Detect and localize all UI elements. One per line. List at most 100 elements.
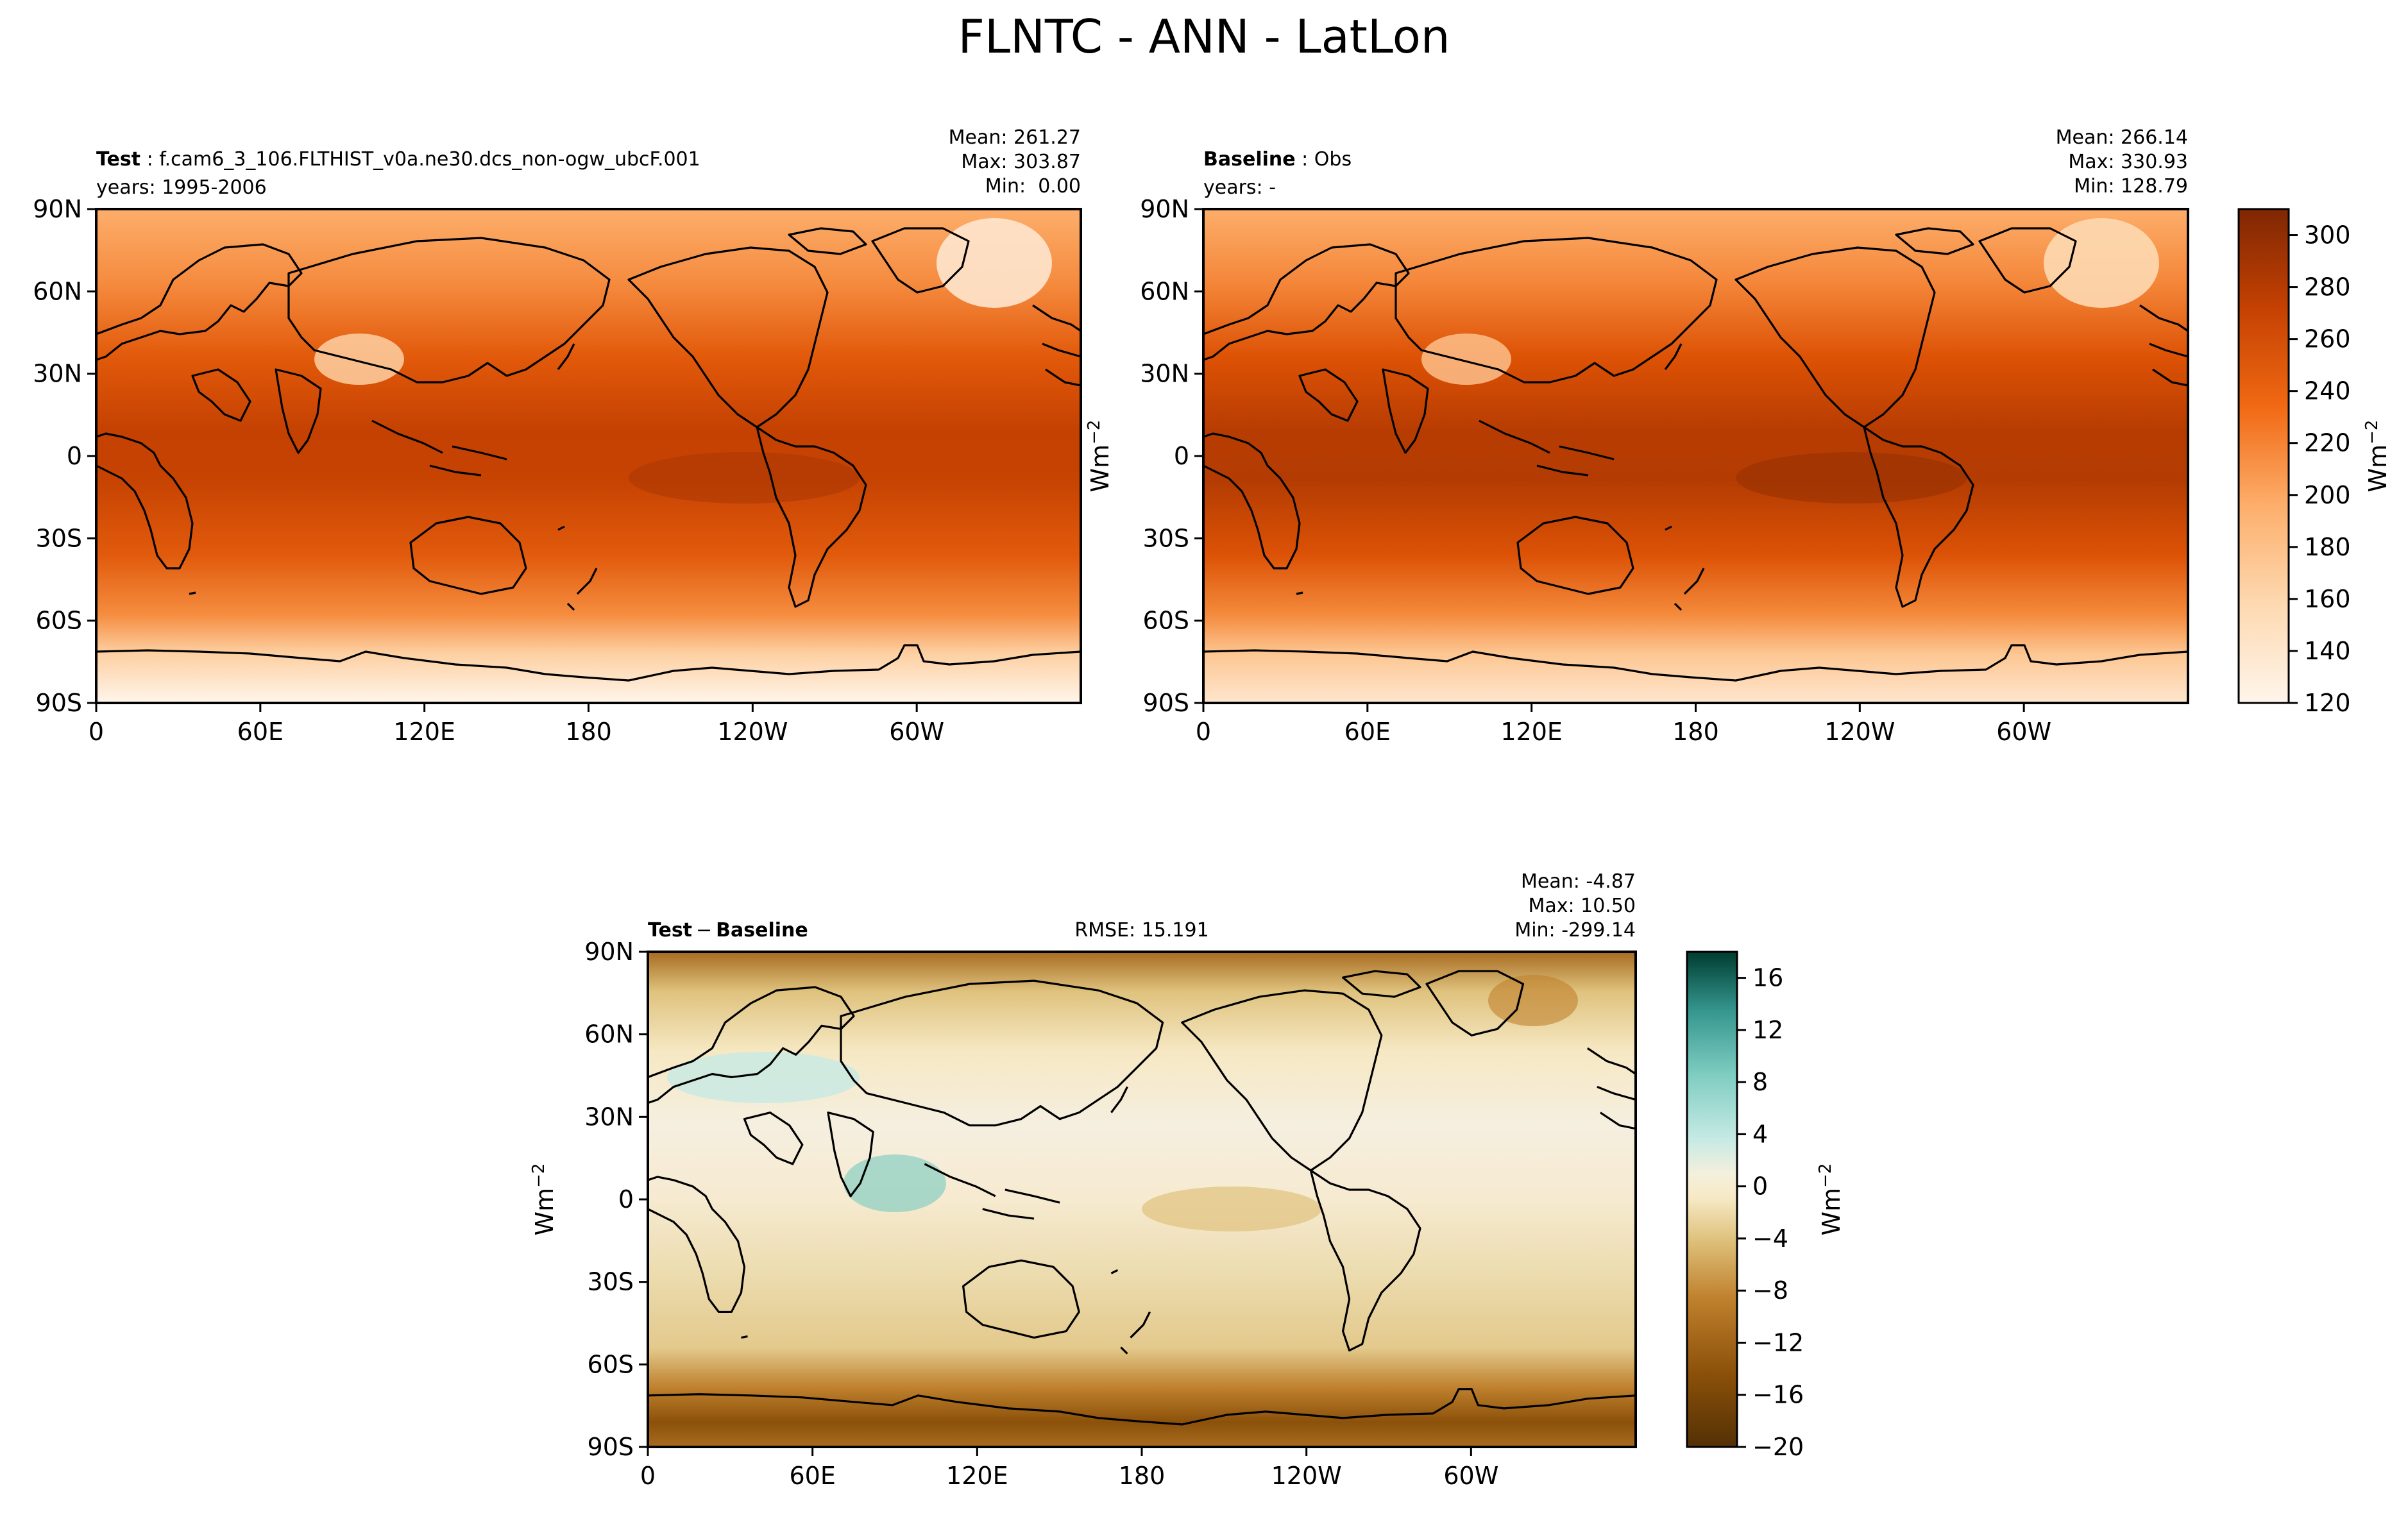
test-ytick-label: 30S: [36, 524, 82, 552]
diff-eurasia-feature: [667, 1052, 860, 1103]
panel-test: Test : f.cam6_3_106.FLTHIST_v0a.ne30.dcs…: [33, 126, 1082, 746]
diff-ytick-label: 0: [618, 1185, 634, 1213]
baseline-ytick-label: 60N: [1140, 277, 1189, 305]
baseline-axis-ticks: 0 60E 120E 180 120W 60W 90N 60N 30N 0 30S 60S 90S: [1140, 195, 2051, 746]
diff-stat-min: Min: -299.14: [1514, 919, 1636, 942]
baseline-xtick-label: 60E: [1344, 718, 1391, 746]
diff-ytick-label: 60S: [588, 1350, 634, 1378]
diff-ytick-label: 30S: [588, 1268, 634, 1296]
diff-ytick-label: 90N: [584, 938, 634, 966]
diff-rmse: RMSE: 15.191: [1074, 919, 1208, 942]
test-years: years: 1995-2006: [96, 176, 267, 199]
test-greenland-feature: [937, 218, 1052, 308]
colorbar-oranges-tick-label: 200: [2304, 481, 2351, 509]
baseline-xtick-label: 120E: [1500, 718, 1563, 746]
diff-xtick-label: 120W: [1271, 1462, 1342, 1490]
baseline-stat-min: Min: 128.79: [2074, 175, 2188, 198]
test-ytick-label: 90N: [33, 195, 82, 223]
baseline-ytick-label: 0: [1174, 442, 1189, 470]
baseline-xtick-label: 0: [1196, 718, 1211, 746]
baseline-field-gradient: [1203, 209, 2188, 703]
baseline-xtick-label: 180: [1672, 718, 1719, 746]
diff-xtick-label: 60E: [789, 1462, 835, 1490]
test-map-field: [96, 209, 1081, 703]
colorbar-oranges-tick-label: 300: [2304, 221, 2351, 249]
colorbar-brbg-label: Wm−2: [1816, 1163, 1845, 1236]
colorbar-brbg-tick-label: 0: [1752, 1172, 1768, 1201]
test-ytick-label: 90S: [36, 689, 82, 717]
panel-baseline: Baseline : Obs years: - Mean: 266.14 Max…: [1085, 126, 2392, 746]
test-xtick-label: 180: [565, 718, 612, 746]
diff-ytick-label: 30N: [584, 1103, 634, 1131]
baseline-ytick-label: 90S: [1143, 689, 1189, 717]
colorbar-brbg-tick-label: −20: [1752, 1433, 1804, 1461]
test-ytick-label: 0: [67, 442, 82, 470]
test-pacific-feature: [629, 452, 860, 503]
diff-indian-ocean-feature: [844, 1154, 946, 1212]
colorbar-oranges-tick-label: 140: [2304, 637, 2351, 665]
test-stat-max: Max: 303.87: [961, 151, 1081, 173]
diff-map-field: [648, 952, 1636, 1447]
diff-field-gradient: [648, 952, 1636, 1447]
test-xtick-label: 120E: [393, 718, 455, 746]
baseline-ylabel: Wm−2: [1085, 420, 1114, 493]
diff-label: Test − Baseline: [648, 919, 808, 942]
diff-axis-ticks: 0 60E 120E 180 120W 60W 90N 60N 30N 0 30S 60S 90S: [584, 938, 1498, 1490]
colorbar-brbg-ticks: 16 12 8 4 0 −4 −8 −12 −16 −20: [1737, 964, 1804, 1461]
baseline-map-field: [1203, 209, 2188, 703]
baseline-xtick-label: 120W: [1824, 718, 1895, 746]
colorbar-brbg-tick-label: −8: [1752, 1276, 1788, 1305]
diff-ylabel: Wm−2: [529, 1163, 559, 1236]
diff-xtick-label: 180: [1119, 1462, 1166, 1490]
diff-pacific-feature: [1142, 1187, 1321, 1231]
colorbar-brbg-tick-label: 8: [1752, 1068, 1768, 1096]
baseline-ytick-label: 60S: [1143, 607, 1189, 635]
colorbar-oranges-tick-label: 260: [2304, 325, 2351, 353]
colorbar-oranges-tick-label: 120: [2304, 689, 2351, 717]
test-stat-min: Min: 0.00: [985, 175, 1081, 198]
diff-xtick-label: 0: [640, 1462, 656, 1490]
colorbar-brbg-tick-label: 16: [1752, 964, 1783, 992]
colorbar-oranges-tick-label: 180: [2304, 533, 2351, 561]
colorbar-brbg-tick-label: 12: [1752, 1016, 1783, 1044]
test-tibet-feature: [314, 334, 404, 385]
diff-stat-max: Max: 10.50: [1528, 895, 1636, 917]
colorbar-oranges-tick-label: 280: [2304, 273, 2351, 301]
colorbar-oranges: [2237, 208, 2290, 704]
diff-xtick-label: 120E: [946, 1462, 1008, 1490]
baseline-ytick-label: 30N: [1140, 360, 1189, 388]
baseline-xtick-label: 60W: [1996, 718, 2051, 746]
colorbar-brbg-tick-label: 4: [1752, 1120, 1768, 1148]
test-ytick-label: 30N: [33, 360, 82, 388]
test-xtick-label: 120W: [717, 718, 788, 746]
colorbar-brbg-tick-label: −4: [1752, 1224, 1788, 1253]
baseline-ytick-label: 30S: [1143, 524, 1189, 552]
colorbar-brbg: [1686, 951, 1738, 1448]
colorbar-oranges-tick-label: 160: [2304, 585, 2351, 613]
diff-ytick-label: 60N: [584, 1020, 634, 1049]
test-label: Test : f.cam6_3_106.FLTHIST_v0a.ne30.dcs…: [96, 148, 700, 171]
baseline-tibet-feature: [1421, 334, 1511, 385]
panel-diff: Test − Baseline RMSE: 15.191 Mean: -4.87 M…: [529, 870, 1845, 1490]
test-ytick-label: 60S: [36, 607, 82, 635]
colorbar-oranges-ticks: 120 140 160 180 200 220 240 260 280 300: [2289, 221, 2351, 717]
test-xtick-label: 60E: [237, 718, 284, 746]
test-field-gradient: [96, 209, 1081, 703]
colorbar-brbg-tick-label: −12: [1752, 1328, 1804, 1357]
baseline-label: Baseline : Obs: [1203, 148, 1352, 171]
colorbar-oranges-tick-label: 220: [2304, 429, 2351, 457]
test-ytick-label: 60N: [33, 277, 82, 305]
colorbar-oranges-label: Wm−2: [2362, 420, 2392, 493]
diff-greenland-feature: [1488, 975, 1578, 1026]
colorbar-oranges-tick-label: 240: [2304, 377, 2351, 405]
baseline-stat-mean: Mean: 266.14: [2056, 126, 2188, 149]
baseline-pacific-feature: [1736, 452, 1967, 503]
figure-title: FLNTC - ANN - LatLon: [958, 10, 1450, 63]
baseline-stat-max: Max: 330.93: [2068, 151, 2188, 173]
test-stat-mean: Mean: 261.27: [949, 126, 1081, 149]
baseline-greenland-feature: [2044, 218, 2159, 308]
diff-stat-mean: Mean: -4.87: [1521, 870, 1636, 893]
colorbar-brbg-tick-label: −16: [1752, 1381, 1804, 1409]
test-axis-ticks: 0 60E 120E 180 120W 60W 90N 60N 30N 0 30S 60S 90S: [33, 195, 944, 746]
